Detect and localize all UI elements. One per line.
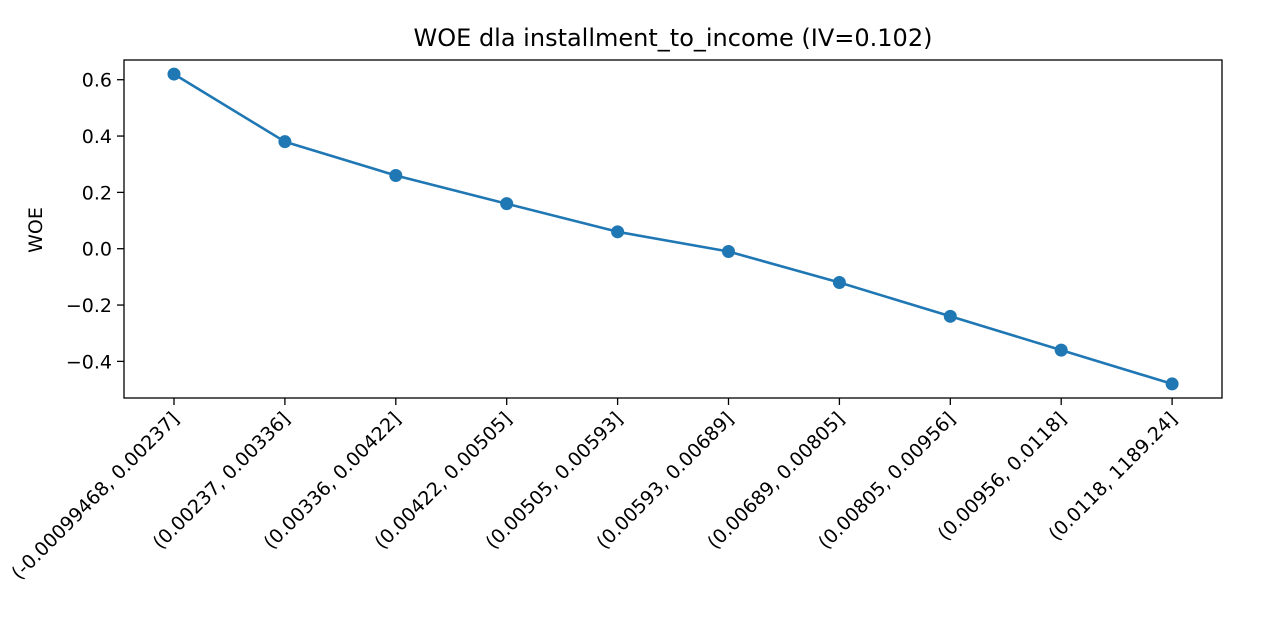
data-point — [1054, 343, 1068, 357]
series-line — [172, 72, 1174, 386]
data-point — [1165, 377, 1179, 391]
y-tick-label: 0.4 — [82, 126, 112, 148]
plot-frame — [123, 59, 1223, 399]
y-tick-label: −0.2 — [66, 295, 112, 317]
data-point — [167, 67, 181, 81]
y-axis-label: WOE — [25, 207, 47, 253]
y-tick-label: 0.2 — [82, 182, 112, 204]
data-point — [278, 135, 292, 149]
chart-title: WOE dla installment_to_income (IV=0.102) — [414, 24, 933, 52]
y-tick-label: −0.4 — [66, 351, 112, 373]
plot-series — [167, 67, 1179, 391]
data-point — [722, 245, 735, 259]
data-point — [500, 197, 514, 211]
y-axis-ticks: −0.4 −0.2 0.0 0.2 0.4 0.6 — [66, 70, 124, 373]
data-point — [611, 225, 625, 239]
data-point — [943, 309, 957, 323]
data-point — [832, 276, 846, 290]
data-point — [389, 168, 403, 182]
y-tick-label: 0.0 — [82, 239, 112, 261]
y-tick-label: 0.6 — [82, 70, 112, 92]
